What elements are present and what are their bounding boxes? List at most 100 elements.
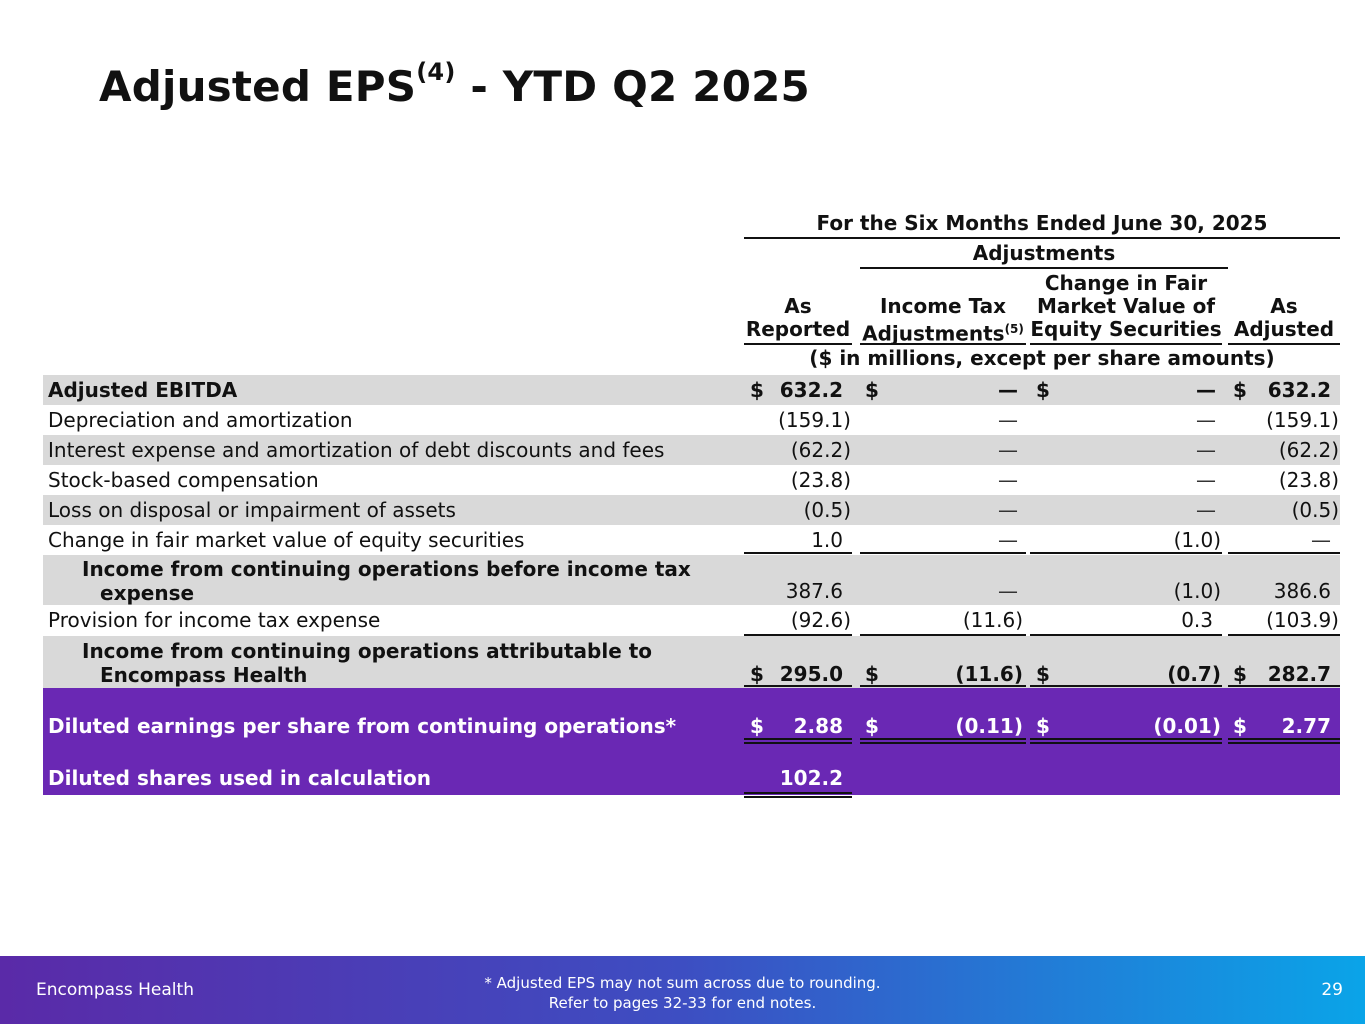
- reported-header-underline: [744, 343, 852, 345]
- subtotal-line: [1030, 634, 1222, 636]
- reported-value: 2.88: [793, 714, 843, 738]
- subtotal-line: [1228, 634, 1340, 636]
- adjustments-header: Adjustments: [972, 241, 1116, 265]
- table-row: Income from continuing operations attrib…: [43, 636, 1340, 688]
- row-label: Depreciation and amortization: [48, 408, 353, 432]
- total-line: [744, 685, 852, 687]
- row-label: Adjusted EBITDA: [48, 378, 238, 402]
- units-note: ($ in millions, except per share amounts…: [809, 346, 1275, 370]
- total-line: [1030, 685, 1222, 687]
- subtotal-line: [860, 634, 1026, 636]
- fmv-value: (0.7): [1167, 662, 1221, 686]
- dollar-sign: $: [750, 378, 764, 402]
- double-underline: [744, 738, 852, 744]
- table-row: Adjusted EBITDA $ 632.2 $ — $ — $ 632.2: [43, 375, 1340, 405]
- tax-header-underline: [860, 343, 1026, 345]
- reported-value: (159.1): [778, 408, 851, 432]
- dollar-sign: $: [865, 714, 879, 738]
- eps-highlight-block: Diluted earnings per share from continui…: [43, 688, 1340, 795]
- dollar-sign: $: [750, 662, 764, 686]
- dollar-sign: $: [1233, 378, 1247, 402]
- fmv-value: —: [1196, 468, 1216, 492]
- double-underline: [1228, 738, 1340, 744]
- tax-value: —: [998, 408, 1018, 432]
- table-row: Loss on disposal or impairment of assets…: [43, 495, 1340, 525]
- reported-value: 632.2: [779, 378, 843, 402]
- brand-name: Encompass Health: [36, 980, 194, 1000]
- row-label: Provision for income tax expense: [48, 608, 381, 632]
- adjusted-value: —: [1311, 528, 1331, 552]
- footer-bar: Encompass Health * Adjusted EPS may not …: [0, 956, 1365, 1024]
- tax-value: —: [998, 468, 1018, 492]
- table-row: Provision for income tax expense (92.6) …: [43, 605, 1340, 635]
- row-label: Stock-based compensation: [48, 468, 319, 492]
- col-header-reported: As Reported: [745, 294, 851, 341]
- reported-value: (23.8): [790, 468, 851, 492]
- page-title: Adjusted EPS(4) - YTD Q2 2025: [99, 58, 810, 111]
- fmv-value: 0.3: [1181, 608, 1213, 632]
- dollar-sign: $: [1233, 662, 1247, 686]
- period-header: For the Six Months Ended June 30, 2025: [816, 211, 1268, 235]
- tax-value: —: [998, 579, 1018, 603]
- footnote: * Adjusted EPS may not sum across due to…: [484, 974, 881, 1012]
- double-underline: [860, 738, 1026, 744]
- subtotal-line: [1228, 552, 1340, 554]
- fmv-value: —: [1196, 408, 1216, 432]
- row-label: Change in fair market value of equity se…: [48, 528, 525, 552]
- adjusted-value: (103.9): [1266, 608, 1339, 632]
- adjusted-value: (23.8): [1278, 468, 1339, 492]
- table-row: Change in fair market value of equity se…: [43, 525, 1340, 555]
- fmv-value: (1.0): [1173, 579, 1221, 603]
- tax-value: (0.11): [955, 714, 1023, 738]
- subtotal-line: [1030, 552, 1222, 554]
- fmv-value: —: [1196, 378, 1216, 402]
- row-label: Loss on disposal or impairment of assets: [48, 498, 456, 522]
- period-underline: [744, 237, 1340, 239]
- row-label: Diluted earnings per share from continui…: [48, 714, 677, 738]
- col-header-adjusted: As Adjusted: [1233, 294, 1335, 341]
- tax-value: —: [998, 498, 1018, 522]
- dollar-sign: $: [1036, 714, 1050, 738]
- fmv-value: (1.0): [1173, 528, 1221, 552]
- dollar-sign: $: [865, 662, 879, 686]
- reported-value: 387.6: [785, 579, 843, 603]
- page-number: 29: [1321, 980, 1343, 1000]
- row-label: Income from continuing operations attrib…: [82, 639, 653, 687]
- table-row: Income from continuing operations before…: [43, 555, 1340, 605]
- subtotal-line: [744, 634, 852, 636]
- reported-value: 102.2: [779, 766, 843, 790]
- total-line: [860, 685, 1026, 687]
- table-row: Interest expense and amortization of deb…: [43, 435, 1340, 465]
- dollar-sign: $: [865, 378, 879, 402]
- adjusted-value: (0.5): [1291, 498, 1339, 522]
- tax-value: —: [998, 528, 1018, 552]
- reported-value: (92.6): [790, 608, 851, 632]
- fmv-value: —: [1196, 438, 1216, 462]
- adjustments-underline: [860, 267, 1228, 269]
- tax-value: (11.6): [962, 608, 1023, 632]
- row-label: Diluted shares used in calculation: [48, 766, 431, 790]
- adjusted-value: 2.77: [1281, 714, 1331, 738]
- adjusted-value: 632.2: [1267, 378, 1331, 402]
- tax-value: —: [998, 438, 1018, 462]
- double-underline: [744, 792, 852, 798]
- dollar-sign: $: [1036, 662, 1050, 686]
- fmv-value: —: [1196, 498, 1216, 522]
- adjusted-value: (62.2): [1278, 438, 1339, 462]
- subtotal-line: [744, 552, 852, 554]
- double-underline: [1030, 738, 1222, 744]
- adjusted-value: 282.7: [1267, 662, 1331, 686]
- adjusted-value: (159.1): [1266, 408, 1339, 432]
- dollar-sign: $: [1233, 714, 1247, 738]
- tax-value: —: [998, 378, 1018, 402]
- adjusted-value: 386.6: [1273, 579, 1331, 603]
- subtotal-line: [860, 552, 1026, 554]
- reported-value: 1.0: [811, 528, 843, 552]
- fmv-value: (0.01): [1153, 714, 1221, 738]
- reported-value: (62.2): [790, 438, 851, 462]
- dollar-sign: $: [1036, 378, 1050, 402]
- adjusted-header-underline: [1228, 343, 1340, 345]
- fmv-header-underline: [1030, 343, 1222, 345]
- tax-value: (11.6): [955, 662, 1023, 686]
- row-label: Income from continuing operations before…: [82, 557, 691, 605]
